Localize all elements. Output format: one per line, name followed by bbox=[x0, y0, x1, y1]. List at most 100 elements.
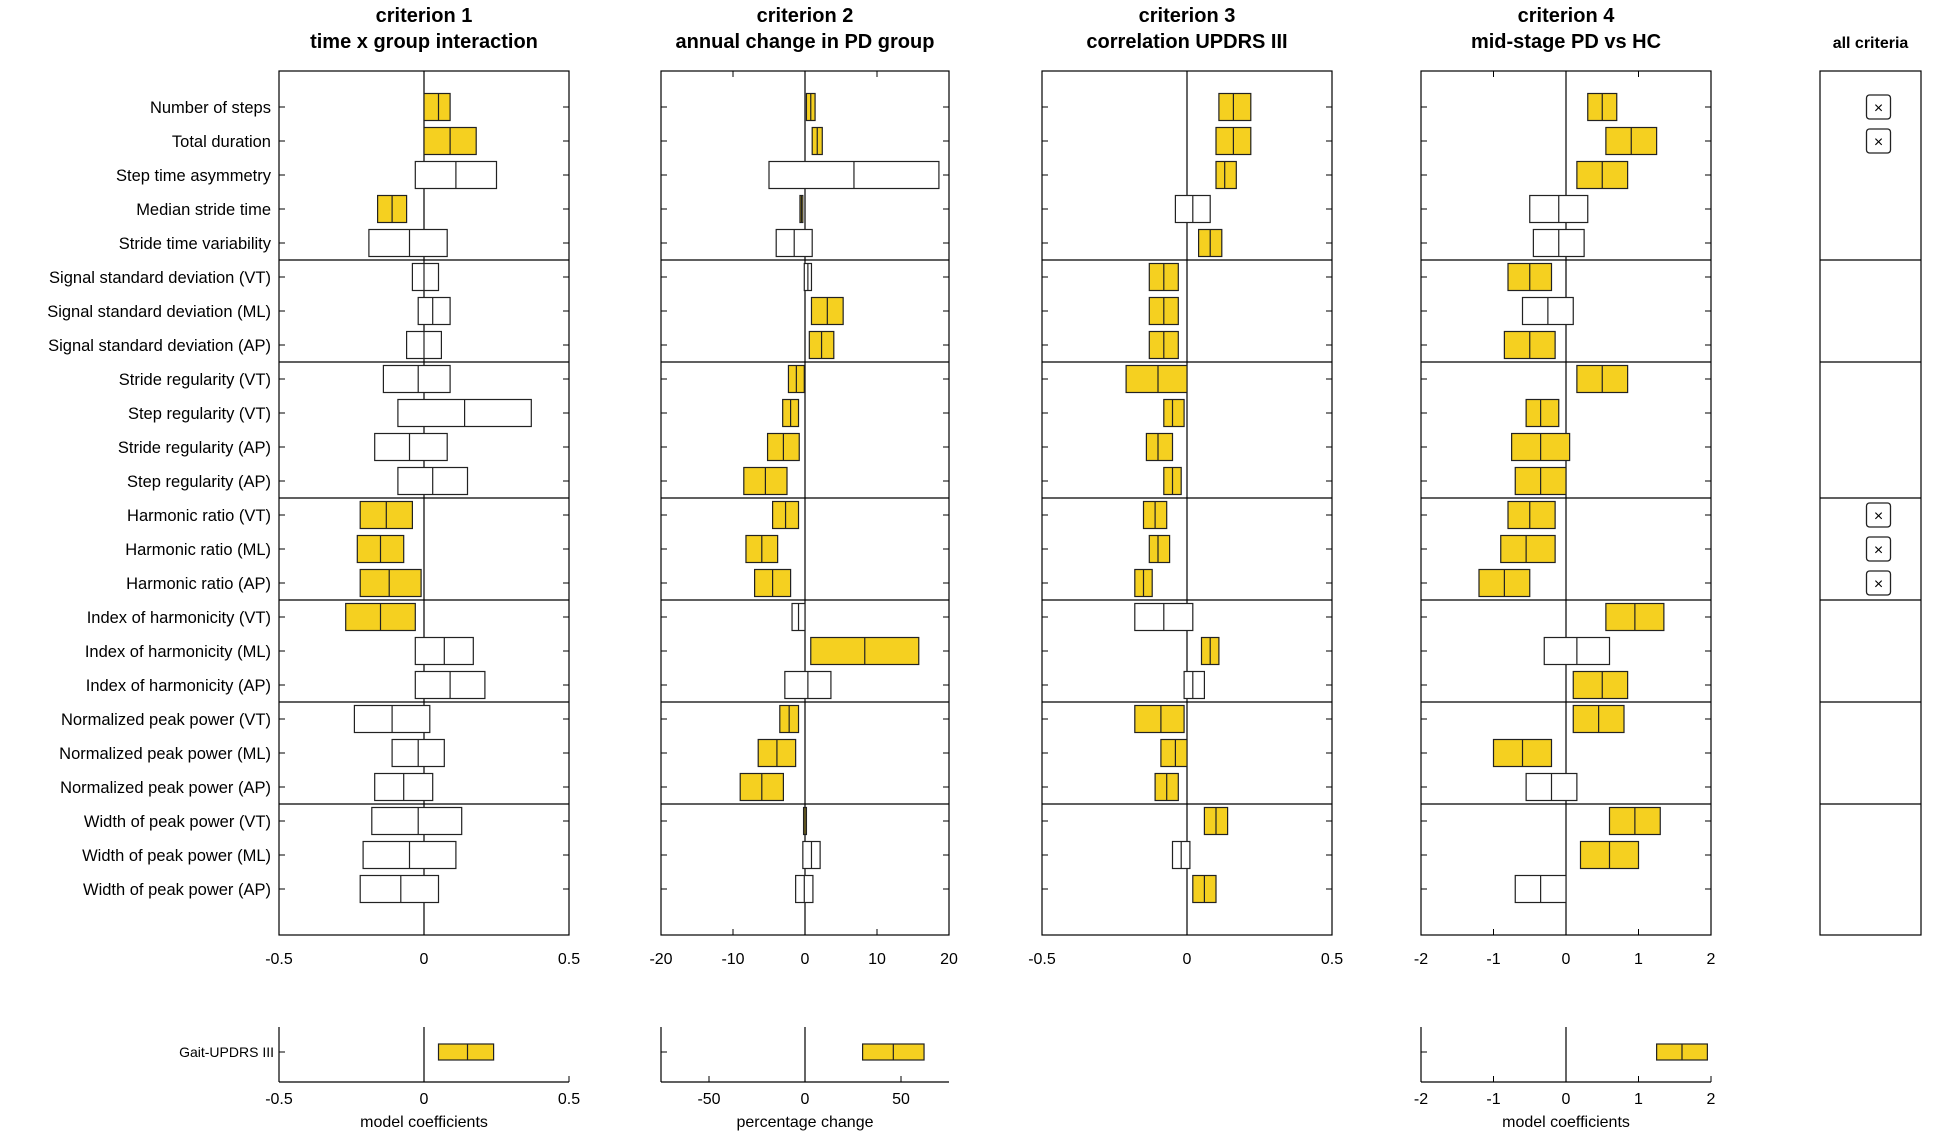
row-label: Index of harmonicity (VT) bbox=[87, 609, 271, 627]
x-tick-label: 0.5 bbox=[1321, 951, 1343, 968]
panel-subtitle: annual change in PD group bbox=[676, 31, 935, 53]
criteria-met-box bbox=[1865, 94, 1892, 120]
x-tick-label: -50 bbox=[697, 1091, 720, 1108]
panels: criterion 1 time x group interaction -0.5 0… bbox=[179, 5, 1922, 1131]
panel-subtitle: mid-stage PD vs HC bbox=[1471, 31, 1661, 53]
x-tick-label: 2 bbox=[1707, 1091, 1716, 1108]
ci-bar bbox=[359, 568, 422, 598]
x-tick-label: 0.5 bbox=[558, 1091, 580, 1108]
gait-updrs-panel: -2 -1 0 1 2 model coefficients bbox=[1414, 1027, 1716, 1131]
panel-subtitle: time x group interaction bbox=[310, 31, 538, 53]
row-label: Normalized peak power (AP) bbox=[60, 779, 271, 797]
ci-bar bbox=[1525, 398, 1560, 428]
ci-bar bbox=[1148, 534, 1171, 564]
row-label: Number of steps bbox=[150, 99, 271, 117]
x-tick-label: -0.5 bbox=[265, 1091, 293, 1108]
x-tick-label: 50 bbox=[892, 1091, 910, 1108]
panel-criterion-2: criterion 2 annual change in PD group -20 -… bbox=[649, 5, 958, 1131]
row-label: Stride regularity (VT) bbox=[119, 371, 271, 389]
row-label: Harmonic ratio (AP) bbox=[126, 575, 271, 593]
x-axis-label: model coefficients bbox=[360, 1114, 488, 1131]
x-tick-label: 0 bbox=[1562, 1091, 1571, 1108]
criteria-met-mark: × bbox=[1874, 508, 1883, 525]
x-tick-label: 0 bbox=[420, 1091, 429, 1108]
row-label: Stride regularity (AP) bbox=[118, 439, 271, 457]
ci-bar bbox=[382, 364, 451, 394]
row-label: Index of harmonicity (ML) bbox=[85, 643, 271, 661]
gait-updrs-panel: -50 0 50 percentage change bbox=[660, 1027, 949, 1131]
gait-ci-bar bbox=[437, 1043, 495, 1061]
panel-all-criteria: all criteria × × × × × bbox=[1819, 35, 1922, 936]
panel-subtitle: correlation UPDRS III bbox=[1086, 31, 1287, 53]
panel-title: all criteria bbox=[1833, 35, 1909, 52]
ci-bar bbox=[1183, 670, 1205, 700]
x-axis-label: percentage change bbox=[737, 1114, 874, 1131]
x-tick-label: 0 bbox=[801, 951, 810, 968]
ci-bar bbox=[1507, 500, 1556, 530]
x-tick-label: -2 bbox=[1414, 1091, 1428, 1108]
row-label: Signal standard deviation (ML) bbox=[47, 303, 271, 321]
ci-bar bbox=[1572, 670, 1629, 700]
gait-updrs-label: Gait-UPDRS III bbox=[179, 1044, 274, 1060]
x-tick-label: 0.5 bbox=[558, 951, 580, 968]
gait-updrs-panel: -0.5 0 0.5 Gait-UPDRS III model coefficients bbox=[179, 1027, 580, 1131]
x-tick-label: 1 bbox=[1634, 1091, 1643, 1108]
criteria-met-box bbox=[1865, 570, 1892, 596]
ci-bar bbox=[359, 874, 440, 904]
x-tick-label: 0 bbox=[420, 951, 429, 968]
criteria-met-box bbox=[1865, 502, 1892, 528]
x-tick-label: 0 bbox=[1183, 951, 1192, 968]
row-label: Step regularity (AP) bbox=[127, 473, 271, 491]
ci-bar bbox=[411, 262, 440, 292]
ci-bar bbox=[1134, 704, 1185, 734]
criteria-met-box bbox=[1865, 128, 1892, 154]
ci-bar bbox=[1160, 738, 1188, 768]
row-label: Width of peak power (ML) bbox=[82, 847, 271, 865]
ci-bar bbox=[374, 432, 448, 462]
ci-bar bbox=[368, 228, 448, 258]
panel-title: criterion 4 bbox=[1518, 5, 1616, 27]
x-tick-label: -1 bbox=[1486, 1091, 1500, 1108]
row-label: Harmonic ratio (VT) bbox=[127, 507, 271, 525]
row-label: Index of harmonicity (AP) bbox=[86, 677, 271, 695]
criteria-met-mark: × bbox=[1874, 100, 1883, 117]
row-label: Step time asymmetry bbox=[116, 167, 272, 185]
x-tick-label: -0.5 bbox=[1028, 951, 1056, 968]
criteria-met-box bbox=[1865, 536, 1892, 562]
ci-bar bbox=[371, 806, 463, 836]
row-label: Harmonic ratio (ML) bbox=[125, 541, 271, 559]
panel-title: criterion 3 bbox=[1139, 5, 1236, 27]
x-tick-label: -2 bbox=[1414, 951, 1428, 968]
row-label: Width of peak power (VT) bbox=[84, 813, 271, 831]
ci-bar bbox=[1215, 160, 1237, 190]
row-label: Normalized peak power (VT) bbox=[61, 711, 271, 729]
criteria-met-mark: × bbox=[1874, 134, 1883, 151]
x-tick-label: 2 bbox=[1707, 951, 1716, 968]
ci-bar bbox=[1145, 432, 1174, 462]
x-tick-label: -0.5 bbox=[265, 951, 293, 968]
panel-title: criterion 1 bbox=[376, 5, 473, 27]
row-label: Stride time variability bbox=[119, 235, 272, 253]
x-tick-label: 0 bbox=[801, 1091, 810, 1108]
x-tick-label: -20 bbox=[649, 951, 672, 968]
ci-bar bbox=[1500, 534, 1556, 564]
row-labels: Number of steps Total duration Step time a… bbox=[47, 99, 272, 899]
criteria-met-mark: × bbox=[1874, 542, 1883, 559]
row-label: Normalized peak power (ML) bbox=[59, 745, 271, 763]
x-tick-label: -1 bbox=[1486, 951, 1500, 968]
x-axis-label: model coefficients bbox=[1502, 1114, 1630, 1131]
x-tick-label: 10 bbox=[868, 951, 886, 968]
x-tick-label: -10 bbox=[721, 951, 744, 968]
panel-title: criterion 2 bbox=[757, 5, 854, 27]
row-label: Signal standard deviation (AP) bbox=[48, 337, 271, 355]
ci-bar bbox=[1163, 398, 1185, 428]
ci-bar bbox=[423, 92, 451, 122]
row-label: Step regularity (VT) bbox=[128, 405, 271, 423]
row-label: Width of peak power (AP) bbox=[83, 881, 271, 899]
x-tick-label: 1 bbox=[1634, 951, 1643, 968]
ci-bar bbox=[1125, 364, 1188, 394]
panel-criterion-3: criterion 3 correlation UPDRS III -0.5 0 0.5 bbox=[1028, 5, 1343, 968]
ci-bar bbox=[1218, 92, 1252, 122]
panel-criterion-1: criterion 1 time x group interaction -0.5 0… bbox=[179, 5, 580, 1131]
